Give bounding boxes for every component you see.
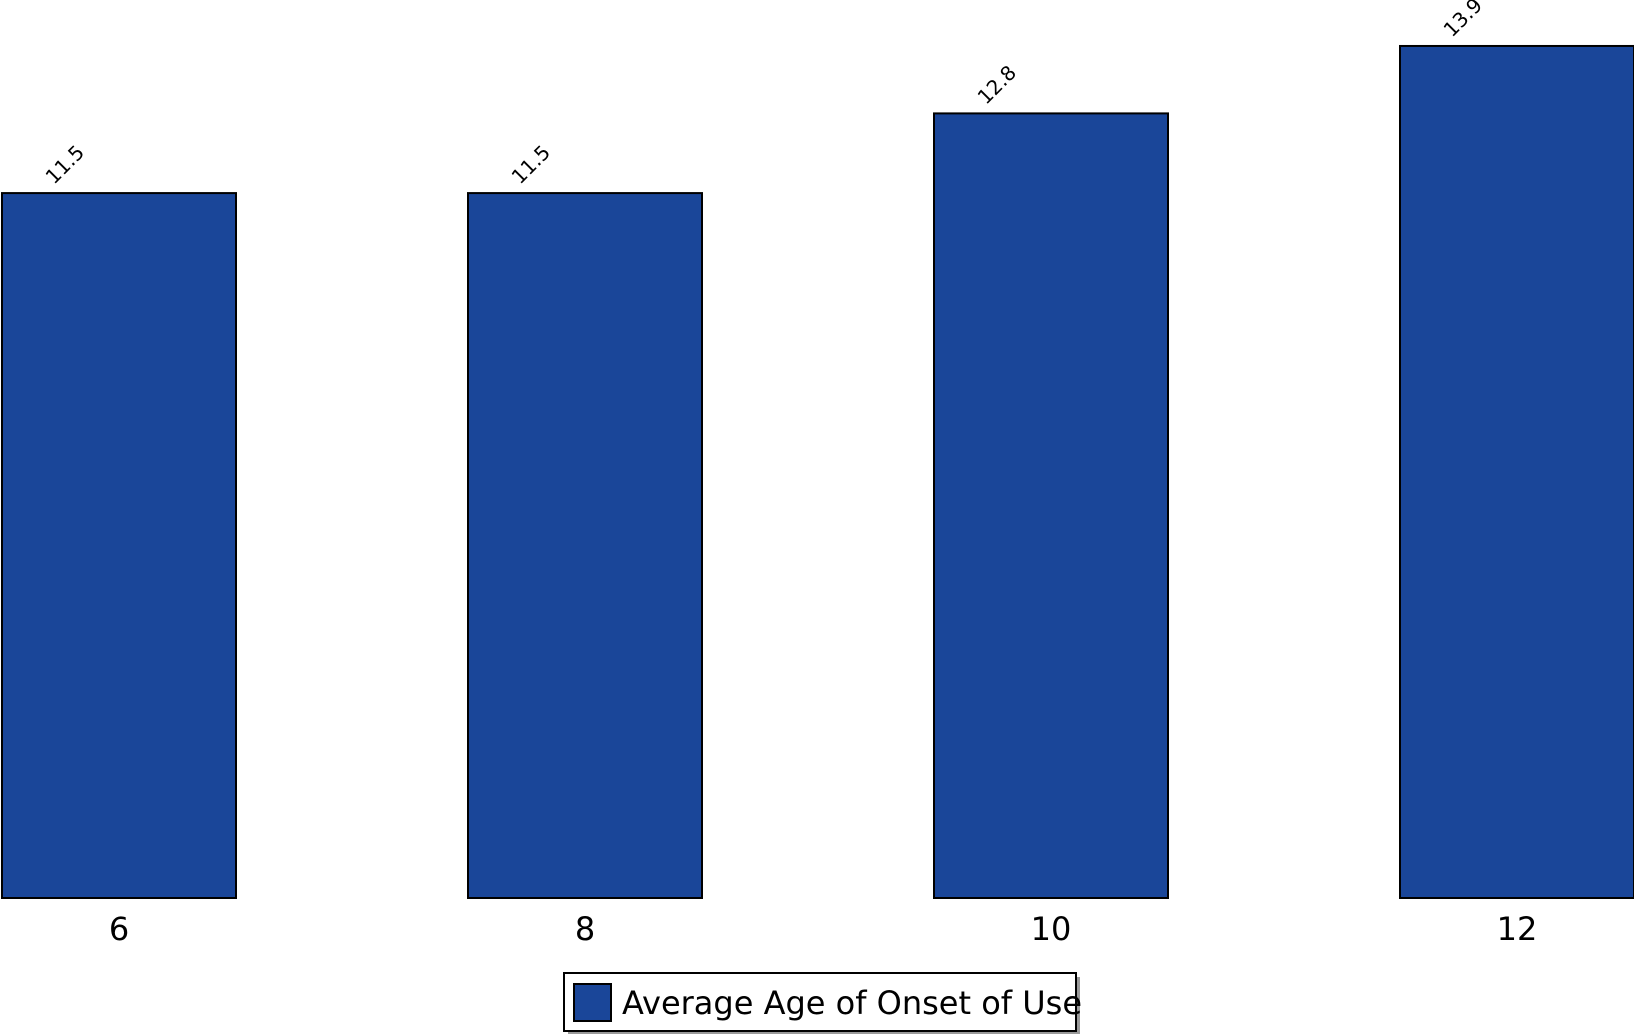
data-label-6: 11.5 bbox=[41, 140, 89, 188]
x-tick-label-6: 6 bbox=[109, 910, 129, 948]
x-tick-label-10: 10 bbox=[1031, 910, 1072, 948]
data-label-8: 11.5 bbox=[507, 140, 555, 188]
x-axis-tick-labels: 6 8 10 12 bbox=[109, 910, 1538, 948]
bar-8 bbox=[467, 192, 703, 899]
legend-swatch bbox=[573, 983, 612, 1022]
bar-12 bbox=[1399, 44, 1634, 899]
bars-layer bbox=[1, 44, 1634, 900]
x-tick-label-8: 8 bbox=[575, 910, 595, 948]
bar-10 bbox=[933, 112, 1169, 900]
bar-6 bbox=[1, 192, 237, 899]
legend: Average Age of Onset of Use bbox=[563, 972, 1082, 1034]
data-label-12: 13.9 bbox=[1439, 0, 1487, 42]
data-labels-layer: 11.5 11.5 12.8 13.9 bbox=[41, 0, 1487, 189]
legend-box bbox=[563, 972, 1077, 1032]
data-label-10: 12.8 bbox=[973, 60, 1021, 108]
x-tick-label-12: 12 bbox=[1497, 910, 1538, 948]
legend-label: Average Age of Onset of Use bbox=[622, 984, 1082, 1022]
